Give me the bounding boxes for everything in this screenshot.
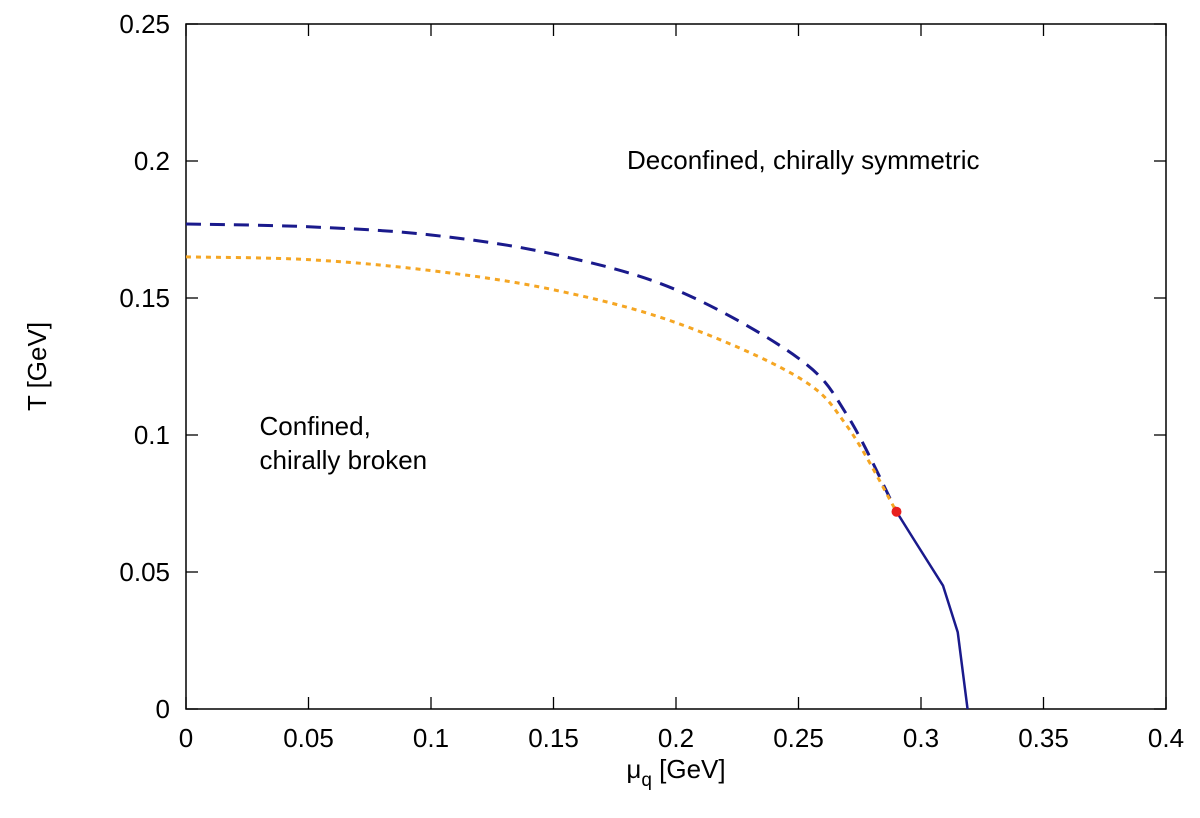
x-axis-label-subscript: q: [641, 770, 652, 791]
x-tick-label: 0.05: [283, 723, 334, 753]
y-tick-label: 0.1: [134, 420, 170, 450]
x-tick-label: 0.2: [658, 723, 694, 753]
y-tick-label: 0.15: [119, 283, 170, 313]
x-tick-label: 0.4: [1148, 723, 1184, 753]
x-tick-label: 0.3: [903, 723, 939, 753]
region-annotation: Deconfined, chirally symmetric: [627, 145, 980, 175]
x-axis-label: μq [GeV]: [626, 754, 725, 791]
y-axis-label: T [GeV]: [22, 322, 52, 411]
x-tick-label: 0.15: [528, 723, 579, 753]
series-line-dotted: [185, 255, 898, 513]
y-tick-label: 0.2: [134, 146, 170, 176]
series-line-solid: [895, 511, 969, 710]
x-tick-label: 0.25: [773, 723, 824, 753]
plot-frame: [185, 23, 1167, 710]
region-annotation: Confined,: [260, 411, 371, 441]
critical-point-marker: [891, 506, 902, 517]
y-tick-label: 0.25: [119, 9, 170, 39]
y-tick-label: 0.05: [119, 557, 170, 587]
x-axis-label-unit: [GeV]: [652, 754, 726, 784]
x-axis-label-symbol: μ: [626, 754, 641, 784]
x-tick-label: 0: [179, 723, 193, 753]
region-annotation: chirally broken: [260, 445, 428, 475]
x-tick-label: 0.1: [413, 723, 449, 753]
x-tick-label: 0.35: [1018, 723, 1069, 753]
y-tick-label: 0: [156, 694, 170, 724]
series-line-dashed: [185, 222, 898, 513]
